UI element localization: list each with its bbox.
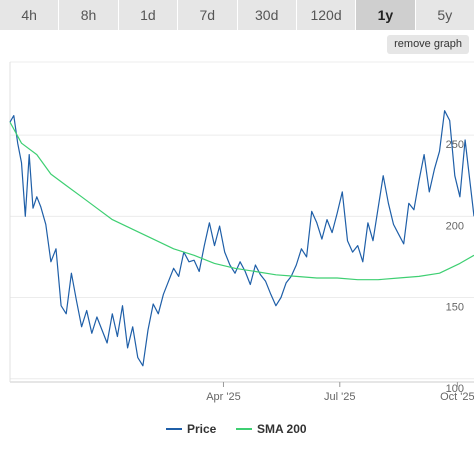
series-line-sma <box>9 121 474 281</box>
x-tick-label: Apr '25 <box>206 391 241 403</box>
legend-label-sma[interactable]: SMA 200 <box>257 422 307 436</box>
series-line-price <box>9 110 474 367</box>
axes: 100 150 200 250 Apr '25 Jul '25 Oct '25 <box>9 62 474 403</box>
timeframe-tabs: 4h 8h 1d 7d 30d 120d 1y 5y <box>0 0 474 30</box>
grid <box>10 61 474 380</box>
legend-label-price[interactable]: Price <box>187 422 217 436</box>
tab-7d[interactable]: 7d <box>178 0 238 30</box>
y-tick-label: 200 <box>446 220 464 232</box>
tab-5y[interactable]: 5y <box>437 7 453 23</box>
x-tick-label: Oct '25 <box>440 391 474 403</box>
y-tick-label: 100 <box>446 383 464 395</box>
legend: Price SMA 200 <box>166 422 307 436</box>
tab-4h[interactable]: 4h <box>0 0 60 30</box>
tab-120d[interactable]: 120d <box>297 0 357 30</box>
tab-1y[interactable]: 1y <box>356 0 416 30</box>
y-tick-label: 250 <box>446 139 464 151</box>
tab-8h[interactable]: 8h <box>59 0 119 30</box>
tab-1d[interactable]: 1d <box>119 0 179 30</box>
y-tick-label: 150 <box>446 302 464 314</box>
tab-30d[interactable]: 30d <box>238 0 297 30</box>
series <box>9 110 474 367</box>
remove-graph-button[interactable]: remove graph <box>387 35 469 54</box>
x-tick-label: Jul '25 <box>324 391 355 403</box>
